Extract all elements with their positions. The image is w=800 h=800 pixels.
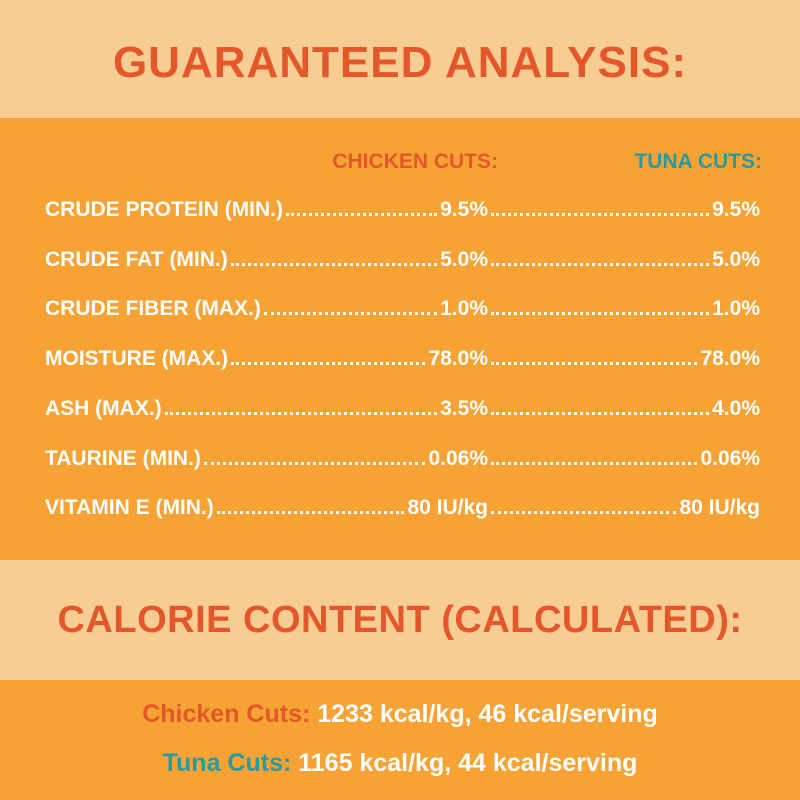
nutrient-label: ASH (MAX.) [45,396,162,420]
nutrient-label: CRUDE FIBER (MAX.) [45,297,261,321]
calorie-row-tuna: Tuna Cuts: 1165 kcal/kg, 44 kcal/serving [0,749,800,778]
nutrient-label: MOISTURE (MAX.) [45,347,229,371]
dot-leader [286,212,438,216]
tuna-value: 1.0% [712,297,760,321]
dot-leader [231,361,426,366]
tuna-column-header: TUNA CUTS: [634,150,762,173]
chicken-column-header: CHICKEN CUTS: [332,150,498,173]
nutrient-label: VITAMIN E (MIN.) [45,496,214,520]
chicken-value: 9.5% [440,198,488,221]
calorie-label: Tuna Cuts: [162,749,292,777]
dot-leader [491,311,710,316]
analysis-row: CRUDE FIBER (MAX.) 1.0% 1.0% [45,297,760,327]
calorie-title-text: CALORIE CONTENT (CALCULATED): [57,599,743,641]
analysis-row: CRUDE FAT (MIN.) 5.0% 5.0% [45,248,760,278]
chicken-value: 1.0% [440,297,488,321]
nutrient-label: CRUDE PROTEIN (MIN.) [45,198,283,221]
tuna-value: 78.0% [700,347,760,371]
title-text: GUARANTEED ANALYSIS: [112,38,688,87]
dot-leader [491,411,710,415]
tuna-value: 5.0% [712,247,760,271]
analysis-row: CRUDE PROTEIN (MIN.) 9.5% 9.5% [45,198,760,228]
nutrient-label: CRUDE FAT (MIN.) [45,247,228,271]
analysis-row: ASH (MAX.) 3.5% 4.0% [45,397,760,427]
calorie-label: Chicken Cuts: [142,700,311,728]
calorie-row-chicken: Chicken Cuts: 1233 kcal/kg, 46 kcal/serv… [0,700,800,729]
dot-leader [491,510,677,515]
guaranteed-analysis-title: GUARANTEED ANALYSIS: [0,0,800,118]
tuna-value: 80 IU/kg [679,496,760,520]
analysis-row: MOISTURE (MAX.) 78.0% 78.0% [45,347,760,377]
dot-leader [216,510,405,515]
chicken-value: 80 IU/kg [407,496,488,520]
calorie-value: 1233 kcal/kg, 46 kcal/serving [317,700,658,728]
analysis-row: VITAMIN E (MIN.) 80 IU/kg 80 IU/kg [45,496,760,526]
calorie-content-title: CALORIE CONTENT (CALCULATED): [0,560,800,680]
tuna-value: 9.5% [712,198,760,221]
dot-leader [491,262,710,266]
analysis-row: TAURINE (MIN.) 0.06% 0.06% [45,447,760,477]
chicken-value: 3.5% [440,396,488,420]
chicken-value: 78.0% [428,347,488,371]
dot-leader [203,461,426,465]
nutrient-label: TAURINE (MIN.) [45,446,201,470]
dot-leader [491,212,710,216]
analysis-panel [0,118,800,560]
dot-leader [491,361,698,366]
dot-leader [164,411,438,415]
tuna-value: 4.0% [712,396,760,420]
calorie-value: 1165 kcal/kg, 44 kcal/serving [298,749,638,777]
dot-leader [230,262,438,266]
dot-leader [263,311,438,316]
chicken-value: 0.06% [428,446,488,470]
chicken-value: 5.0% [440,247,488,271]
dot-leader [491,461,698,465]
tuna-value: 0.06% [700,446,760,470]
